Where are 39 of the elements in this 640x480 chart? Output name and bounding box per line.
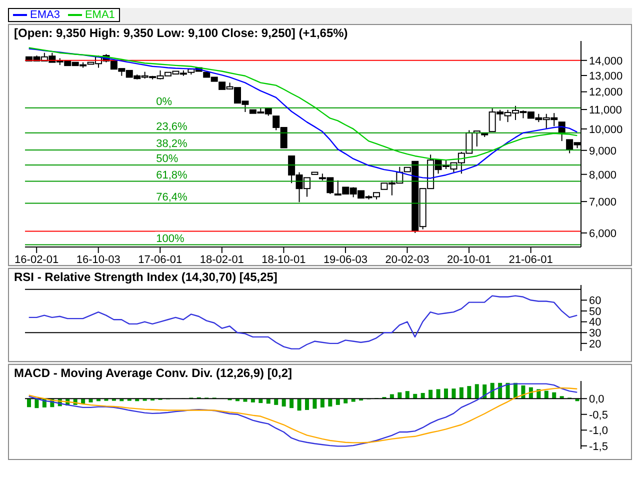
x-tick-label: 17-06-01 [138,254,182,266]
y-tick-label: 11,000 [589,104,622,116]
annotation: 50% [156,153,178,166]
y-tick-label: 12,000 [589,86,623,99]
y-tick-label: 0,0 [589,394,604,406]
chart-title: [Open: 9,350 High: 9,350 Low: 9,100 Close: 9,250] (+1,65%) [14,26,348,40]
y-tick-label: 40 [589,316,602,329]
y-tick-label: 9,000 [589,145,617,158]
annotation: 100% [156,232,184,245]
y-tick-label: 20 [589,338,602,350]
annotation: 23,6% [156,120,188,133]
legend-label: EMA3 [29,9,60,21]
y-tick-label: -1,5 [589,440,608,453]
x-tick-label: 20-10-01 [447,254,492,266]
x-tick-label: 20-02-03 [385,254,430,266]
y-tick-label: 10,000 [589,124,623,136]
y-tick-label: -1,0 [589,425,608,438]
y-tick-label: 6,000 [589,228,617,240]
x-tick-label: 19-06-03 [323,254,368,266]
legend-label: EMA1 [84,9,115,21]
x-tick-label: 18-10-01 [262,254,306,266]
y-tick-label: 30 [589,328,602,340]
y-tick-label: 50 [589,306,602,318]
x-tick-label: 18-02-01 [200,254,244,266]
x-tick-label: 16-10-03 [76,254,120,266]
y-tick-label: 8,000 [589,169,617,182]
y-tick-label: 13,000 [589,70,623,82]
chart-title: MACD - Moving Average Conv. Div. (12,26,9) [0,2] [14,366,292,380]
y-tick-label: -0,5 [589,409,608,422]
chart-title: RSI - Relative Strength Index (14,30,70) [45,25] [14,270,278,284]
y-tick-label: 7,000 [589,196,617,208]
annotation: 0% [156,96,172,108]
annotation: 76,4% [156,191,188,204]
y-tick-label: 60 [589,295,602,308]
y-tick-label: 14,000 [589,55,623,68]
x-tick-label: 21-06-01 [508,254,553,266]
x-tick-label: 16-02-01 [14,254,59,266]
annotation: 38,2% [156,138,188,150]
annotation: 61,8% [156,169,188,182]
